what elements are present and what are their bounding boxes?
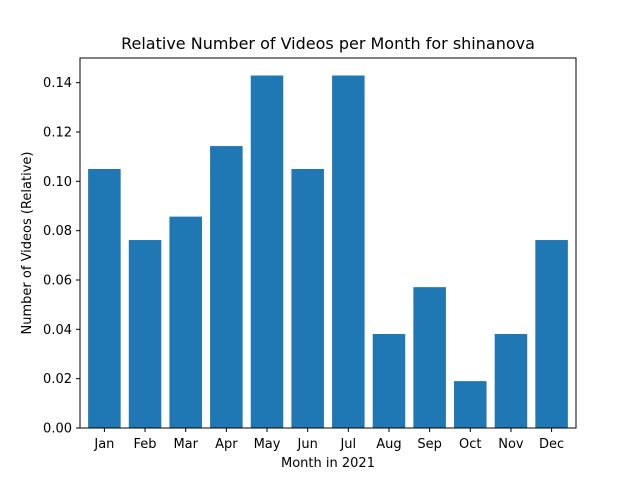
- y-tick-label: 0.00: [43, 422, 72, 437]
- x-tick-label-mar: Mar: [173, 437, 198, 452]
- x-axis-label: Month in 2021: [281, 456, 375, 471]
- y-axis: 0.00 0.02 0.04 0.06 0.08 0.10 0.12 0.14: [43, 76, 80, 437]
- bar-jan: [88, 169, 121, 428]
- bar-feb: [128, 240, 162, 428]
- x-tick-label-oct: Oct: [459, 437, 481, 452]
- x-tick-label-jan: Jan: [93, 437, 114, 452]
- bar-jun: [291, 169, 324, 428]
- y-tick-label: 0.14: [43, 76, 72, 91]
- y-tick-label: 0.08: [43, 224, 72, 239]
- bars-layer: [88, 75, 568, 428]
- bar-oct: [454, 381, 487, 428]
- x-tick-label-may: May: [254, 437, 281, 452]
- x-tick-label-dec: Dec: [539, 437, 564, 452]
- x-tick-label-nov: Nov: [498, 437, 524, 452]
- plot-frame: [79, 57, 577, 429]
- bar-apr: [210, 146, 243, 428]
- y-axis-label: Number of Videos (Relative): [20, 152, 35, 335]
- bar-dec: [535, 240, 568, 428]
- bar-aug: [372, 334, 406, 428]
- bar-nov: [494, 334, 528, 428]
- x-tick-label-aug: Aug: [376, 437, 401, 452]
- bar-sep: [413, 287, 446, 428]
- y-tick-label: 0.02: [43, 372, 72, 387]
- chart-title: Relative Number of Videos per Month for …: [121, 34, 535, 53]
- x-tick-label-feb: Feb: [134, 437, 157, 452]
- x-tick-label-jun: Jun: [297, 437, 318, 452]
- x-tick-label-apr: Apr: [215, 437, 238, 452]
- x-tick-label-sep: Sep: [417, 437, 442, 452]
- x-tick-label-jul: Jul: [339, 437, 356, 452]
- y-tick-label: 0.12: [43, 126, 72, 141]
- bar-may: [250, 75, 284, 428]
- y-tick-label: 0.10: [43, 175, 72, 190]
- bar-jul: [332, 75, 365, 428]
- y-tick-label: 0.06: [43, 274, 72, 289]
- x-axis: Jan Feb Mar Apr May Jun Jul Aug Sep Oct Nov Dec: [93, 428, 564, 452]
- bar-mar: [169, 216, 202, 428]
- y-tick-label: 0.04: [43, 323, 72, 338]
